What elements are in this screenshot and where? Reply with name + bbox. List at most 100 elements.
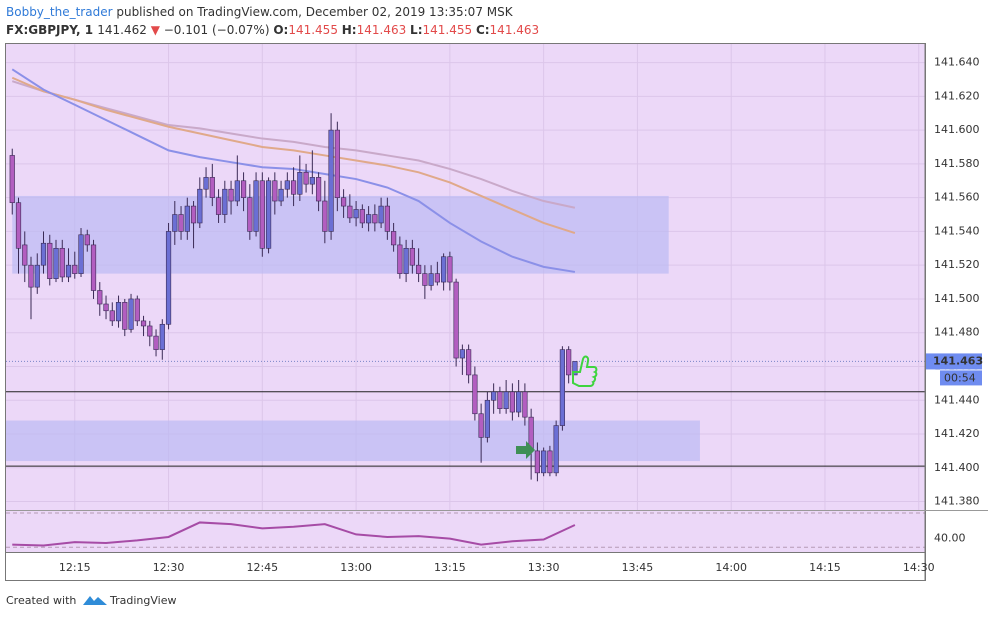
candle-body <box>553 425 559 474</box>
candle-body <box>453 281 459 359</box>
candle-body <box>22 244 28 266</box>
author[interactable]: Bobby_the_trader <box>6 5 113 19</box>
y-tick-label: 141.540 <box>934 224 980 237</box>
candle-body <box>441 256 447 283</box>
x-tick-label: 13:15 <box>434 561 466 574</box>
candle-body <box>572 361 578 376</box>
candle-body <box>128 298 134 330</box>
candle-body <box>309 177 315 185</box>
candle-body <box>40 242 47 266</box>
candle-body <box>516 391 522 413</box>
candle-body <box>372 214 378 224</box>
candle-body <box>109 310 115 322</box>
published: published on TradingView.com, December 0… <box>113 5 514 19</box>
zone <box>6 420 700 462</box>
candle-body <box>365 214 372 224</box>
countdown-label: 00:54 <box>944 371 976 384</box>
candle-body <box>90 244 97 291</box>
candle-body <box>265 180 272 249</box>
candle-body <box>65 264 72 278</box>
o-value: 141.455 <box>288 23 341 37</box>
candle-body <box>147 325 153 337</box>
candle-body <box>72 264 78 274</box>
last-price-tag <box>926 353 982 370</box>
price: 141.462 <box>97 23 150 37</box>
candle-body <box>278 188 284 202</box>
candle-body <box>190 205 197 224</box>
candle-body <box>15 202 22 249</box>
candle-body <box>328 129 334 232</box>
candle-body <box>566 349 572 376</box>
candle-body <box>234 180 240 202</box>
candle-body <box>209 177 215 198</box>
candle-body <box>272 180 278 202</box>
candle-body <box>84 234 90 246</box>
candle-body <box>497 391 503 409</box>
candle-body <box>59 247 65 278</box>
candle-body <box>428 273 434 286</box>
x-tick-label: 13:00 <box>340 561 372 574</box>
candle-body <box>503 391 509 409</box>
candle-body <box>378 205 384 224</box>
candle-body <box>522 391 528 418</box>
y-tick-label: 141.400 <box>934 461 980 474</box>
y-tick-label: 141.620 <box>934 89 980 102</box>
candle-body <box>47 242 53 279</box>
candle-body <box>228 188 234 202</box>
candle-body <box>134 298 140 322</box>
candle-body <box>9 155 15 204</box>
candle-body <box>491 391 497 401</box>
candle-body <box>391 231 397 246</box>
candle-body <box>303 172 309 185</box>
candle-body <box>484 399 490 438</box>
moving-average <box>11 80 576 209</box>
candle-body <box>203 177 209 190</box>
y-tick-label: 141.480 <box>934 326 980 339</box>
last-price-label: 141.463 <box>933 354 983 367</box>
y-tick-label: 141.580 <box>934 157 980 170</box>
candle-body <box>466 349 472 376</box>
y-tick-label: 141.440 <box>934 393 980 406</box>
y-tick-label: 141.520 <box>934 258 980 271</box>
footer-brand[interactable]: TradingView <box>109 594 176 607</box>
candle-body <box>459 349 465 359</box>
thumbs-up-icon <box>572 355 598 387</box>
candle-body <box>478 413 484 438</box>
change: −0.101 (−0.07%) <box>160 23 273 37</box>
x-tick-label: 12:15 <box>59 561 91 574</box>
candle-body <box>322 200 328 232</box>
candle-body <box>297 172 303 195</box>
candle-body <box>384 205 390 232</box>
candle-body <box>472 374 478 415</box>
x-tick-label: 13:30 <box>528 561 560 574</box>
x-tick-label: 14:15 <box>809 561 841 574</box>
candle-body <box>397 244 403 274</box>
candle-body <box>122 302 128 330</box>
y-tick-label: 141.500 <box>934 292 980 305</box>
h-value: 141.463 <box>357 23 410 37</box>
oscillator-line <box>12 521 576 547</box>
candle-body <box>215 197 222 215</box>
candle-body <box>409 247 415 266</box>
candle-body <box>184 205 190 232</box>
candle-body <box>434 273 440 283</box>
candle-body <box>197 188 203 224</box>
candle-body <box>247 197 253 232</box>
candle-body <box>359 209 365 224</box>
l-label: L: <box>410 23 422 37</box>
l-value: 141.455 <box>423 23 476 37</box>
candle-body <box>222 188 228 215</box>
candle-body <box>34 264 40 288</box>
candle-body <box>28 264 34 288</box>
x-tick-label: 14:00 <box>715 561 747 574</box>
candle-body <box>178 214 184 232</box>
candle-body <box>140 320 147 327</box>
candle-body <box>541 450 547 474</box>
o-label: O: <box>273 23 288 37</box>
candle-body <box>447 256 453 283</box>
x-tick-label: 12:30 <box>153 561 185 574</box>
h-label: H: <box>342 23 357 37</box>
candle-body <box>153 335 159 350</box>
